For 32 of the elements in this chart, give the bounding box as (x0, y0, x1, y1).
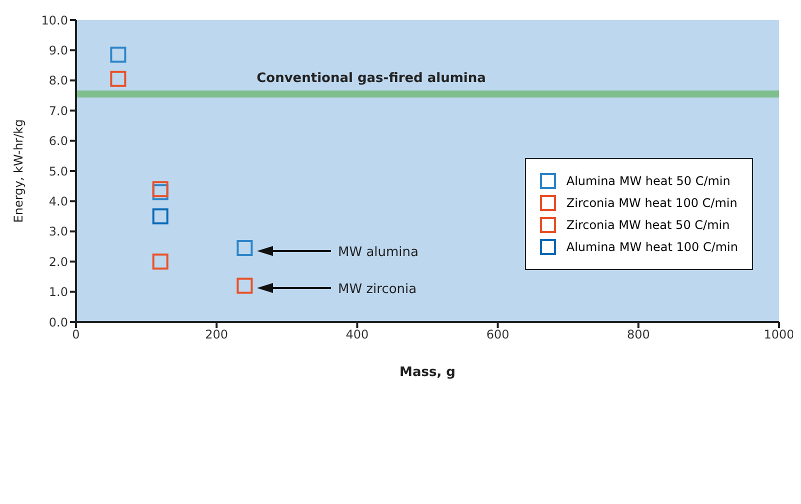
legend-label: Zirconia MW heat 50 C/min (566, 218, 730, 232)
y-tick-label: 1.0 (48, 285, 68, 300)
point (152, 254, 168, 270)
y-tick-label: 8.0 (48, 74, 68, 88)
ref-line-label: Conventional gas-fired alumina (256, 70, 486, 86)
legend-label: Alumina MW heat 100 C/min (566, 240, 738, 254)
y-axis-title: Energy, kW-hr/kg (11, 119, 26, 223)
point (110, 70, 126, 87)
y-tick-label: 2.0 (48, 254, 68, 269)
legend-label: Alumina MW heat 50 C/min (566, 174, 730, 188)
x-tick-label: 400 (346, 328, 369, 342)
y-tick-label: 3.0 (48, 224, 68, 239)
legend-label: Zirconia MW heat 100 C/min (566, 196, 738, 210)
y-tick-label: 7.0 (48, 104, 68, 118)
annotation: MW zirconia (338, 282, 417, 297)
x-tick-label: 600 (486, 328, 510, 342)
x-tick-label: 800 (626, 328, 650, 342)
point (152, 208, 168, 224)
point (110, 46, 126, 63)
x-tick-label: 0 (72, 328, 80, 342)
y-tick-label: 6.0 (48, 134, 68, 148)
point (236, 278, 253, 294)
y-tick-label: 9.0 (48, 43, 68, 58)
y-tick-label: 5.0 (48, 164, 68, 178)
x-tick-label: 200 (205, 328, 228, 342)
annotation: MW alumina (338, 245, 419, 260)
y-tick-label: 0.0 (48, 315, 68, 330)
y-tick-label: 4.0 (48, 194, 68, 208)
y-tick-label: 10.0 (41, 13, 68, 28)
point (152, 181, 168, 198)
x-axis-title: Mass, g (400, 365, 456, 380)
point (236, 240, 253, 256)
